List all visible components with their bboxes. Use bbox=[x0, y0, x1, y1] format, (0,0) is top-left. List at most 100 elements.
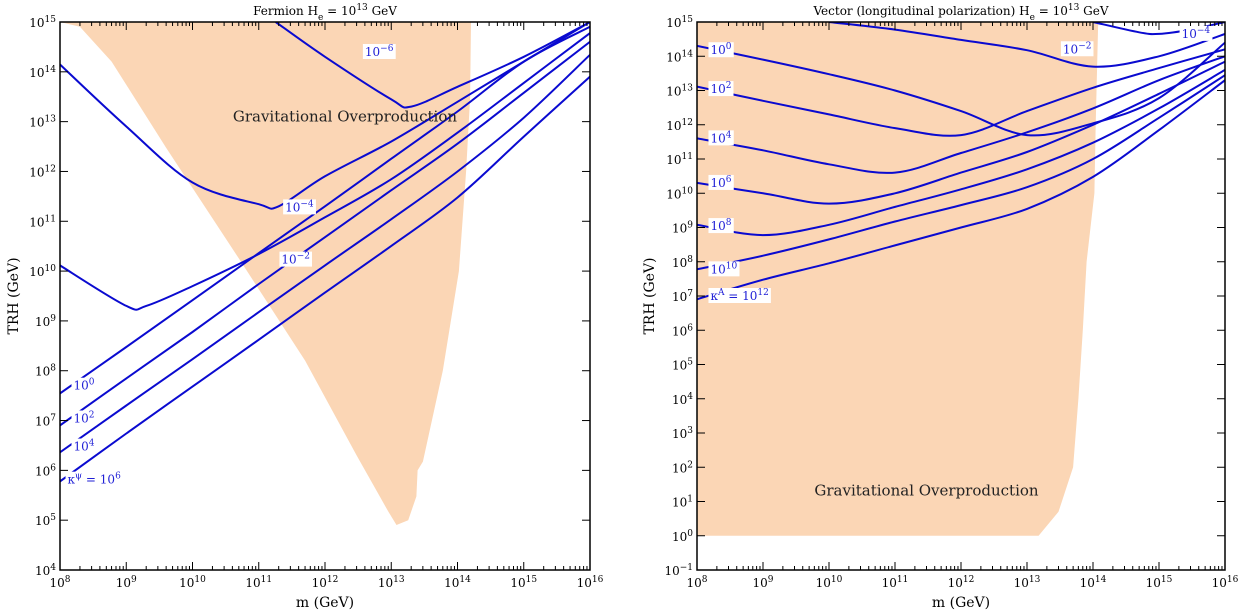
x-tick-label: 1013 bbox=[378, 575, 405, 590]
series-label-bg bbox=[708, 42, 734, 58]
y-tick-label: 101 bbox=[672, 495, 693, 510]
y-tick-label: 106 bbox=[672, 323, 693, 338]
series-line-3 bbox=[60, 32, 590, 311]
panel-1: 10−6 10−4 10−2 100 102 104 κψ = 106 Gravitation… bbox=[6, 3, 604, 611]
y-tick-label: 105 bbox=[672, 358, 693, 373]
series-label-4: 100 bbox=[74, 378, 95, 393]
x-tick-label: 1011 bbox=[245, 575, 272, 590]
y-tick-label: 1014 bbox=[29, 65, 56, 80]
series-label-bg bbox=[708, 174, 734, 190]
series-label-3: 100 bbox=[710, 42, 731, 57]
series-line-2 bbox=[60, 22, 590, 210]
y-tick-label: 109 bbox=[672, 221, 693, 236]
series-label-bg bbox=[71, 377, 97, 393]
x-tick-label: 1014 bbox=[1080, 575, 1107, 590]
x-tick-label: 1016 bbox=[577, 575, 604, 590]
series-line-1 bbox=[275, 22, 590, 109]
series-label-8: 1010 bbox=[710, 261, 737, 276]
series-line-3 bbox=[697, 41, 1225, 137]
y-tick-label: 1011 bbox=[29, 214, 56, 229]
y-tick-label: 1012 bbox=[29, 164, 56, 179]
series-line-7 bbox=[697, 69, 1225, 237]
overproduction-region bbox=[60, 22, 471, 525]
x-tick-label: 109 bbox=[752, 575, 773, 590]
series-line-4 bbox=[60, 25, 590, 395]
plot-area bbox=[697, 22, 1225, 536]
y-tick-label: 104 bbox=[672, 392, 693, 407]
y-tick-label: 1012 bbox=[666, 118, 693, 133]
x-tick-label: 109 bbox=[116, 575, 137, 590]
y-tick-label: 106 bbox=[35, 463, 56, 478]
y-tick-label: 108 bbox=[672, 255, 693, 270]
series-label-bg bbox=[708, 130, 734, 146]
x-tick-label: 1011 bbox=[882, 575, 909, 590]
series-label-4: 102 bbox=[710, 81, 731, 96]
series-line-5 bbox=[60, 41, 590, 427]
x-tick-label: 1016 bbox=[1212, 575, 1239, 590]
series-label-2: 10−4 bbox=[285, 199, 314, 214]
series-line-5 bbox=[697, 55, 1225, 174]
series-label-bg bbox=[65, 471, 124, 487]
series-label-bg bbox=[71, 438, 97, 454]
series-label-bg bbox=[362, 43, 396, 59]
x-axis-label: m (GeV) bbox=[296, 595, 354, 611]
series-line-6 bbox=[60, 54, 590, 454]
x-tick-label: 1014 bbox=[444, 575, 471, 590]
series-label-7: κψ = 106 bbox=[68, 472, 122, 487]
y-tick-label: 1015 bbox=[29, 15, 56, 30]
y-tick-label: 1010 bbox=[29, 264, 56, 279]
series-label-bg bbox=[708, 261, 740, 277]
y-axis-label: TRH (GeV) bbox=[642, 257, 658, 334]
y-tick-label: 1014 bbox=[666, 49, 693, 64]
series-label-9: κA = 1012 bbox=[710, 288, 768, 303]
x-tick-label: 1015 bbox=[1146, 575, 1173, 590]
y-tick-label: 1010 bbox=[666, 186, 693, 201]
x-tick-label: 1010 bbox=[179, 575, 206, 590]
chart-title: Fermion He = 1013 GeV bbox=[253, 3, 397, 23]
x-tick-label: 1012 bbox=[948, 575, 975, 590]
y-tick-label: 103 bbox=[672, 426, 693, 441]
y-tick-label: 1013 bbox=[29, 115, 56, 130]
plot-area bbox=[60, 22, 590, 525]
series-label-bg bbox=[708, 288, 771, 303]
series-line-9 bbox=[697, 79, 1225, 301]
x-axis-label: m (GeV) bbox=[932, 595, 990, 611]
series-line-6 bbox=[697, 60, 1225, 205]
series-label-bg bbox=[279, 251, 312, 267]
series-label-2: 10−2 bbox=[1063, 41, 1092, 56]
series-label-3: 10−2 bbox=[281, 252, 310, 267]
series-label-6: 104 bbox=[74, 439, 95, 454]
region-label: Gravitational Overproduction bbox=[814, 481, 1039, 499]
series-label-bg bbox=[1060, 41, 1094, 57]
series-label-bg bbox=[71, 410, 97, 426]
x-tick-label: 1010 bbox=[816, 575, 843, 590]
series-label-bg bbox=[708, 81, 734, 97]
x-tick-label: 108 bbox=[49, 575, 70, 590]
y-tick-label: 104 bbox=[35, 563, 56, 578]
series-label-1: 10−4 bbox=[1182, 26, 1211, 41]
y-tick-label: 1015 bbox=[666, 15, 693, 30]
series-label-bg bbox=[283, 199, 316, 215]
region-label: Gravitational Overproduction bbox=[233, 108, 458, 126]
y-tick-label: 108 bbox=[35, 364, 56, 379]
y-tick-label: 10−1 bbox=[664, 563, 693, 578]
y-tick-label: 107 bbox=[672, 289, 693, 304]
x-tick-label: 1012 bbox=[312, 575, 339, 590]
y-tick-label: 109 bbox=[35, 314, 56, 329]
y-tick-label: 107 bbox=[35, 414, 56, 429]
overproduction-region bbox=[697, 22, 1099, 536]
y-axis-label: TRH (GeV) bbox=[6, 257, 22, 334]
series-line-4 bbox=[697, 48, 1225, 137]
series-label-bg bbox=[708, 218, 734, 234]
series-label-7: 108 bbox=[710, 218, 731, 233]
series-label-5: 104 bbox=[710, 130, 731, 145]
x-tick-label: 1013 bbox=[1014, 575, 1041, 590]
x-tick-label: 1015 bbox=[510, 575, 537, 590]
chart-title: Vector (longitudinal polarization) He = … bbox=[812, 3, 1108, 23]
y-tick-label: 100 bbox=[672, 529, 693, 544]
panel-2: 10−4 10−2 100 102 104 106 108 1010 κA = 1012 Grav… bbox=[642, 3, 1239, 611]
series-line-7 bbox=[60, 75, 590, 483]
series-label-5: 102 bbox=[74, 410, 95, 425]
y-tick-label: 1013 bbox=[666, 84, 693, 99]
